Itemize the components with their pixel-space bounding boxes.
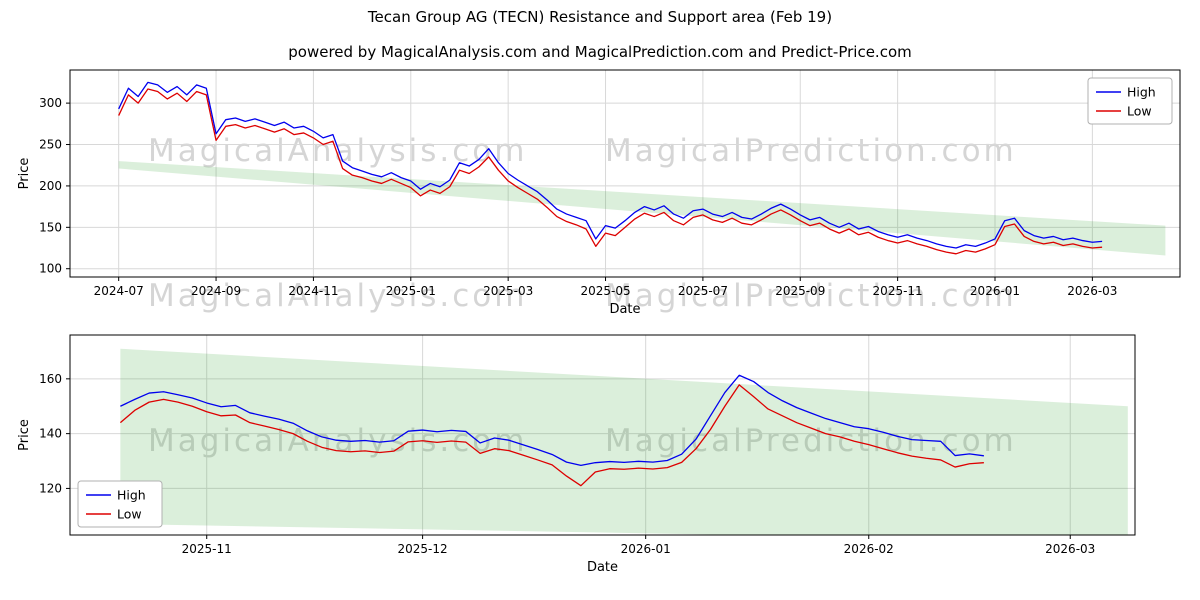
x-tick-label: 2026-03	[1045, 542, 1095, 556]
watermark-magicalanalysis: MagicalAnalysis.com	[148, 278, 528, 314]
y-tick-label: 120	[39, 481, 62, 495]
x-tick-label: 2025-01	[386, 284, 436, 298]
y-tick-label: 160	[39, 372, 62, 386]
figure-title: Tecan Group AG (TECN) Resistance and Sup…	[367, 8, 833, 26]
legend-label-high: High	[1127, 85, 1156, 100]
y-axis-label: Price	[17, 158, 32, 190]
y-axis-label: Price	[17, 419, 32, 451]
x-tick-label: 2025-12	[398, 542, 448, 556]
y-tick-label: 250	[39, 138, 62, 152]
support-resistance-band	[120, 348, 1128, 535]
x-tick-label: 2025-09	[775, 284, 825, 298]
x-tick-label: 2025-05	[580, 284, 630, 298]
x-tick-label: 2024-07	[94, 284, 144, 298]
x-tick-label: 2026-03	[1067, 284, 1117, 298]
plot-border	[69, 334, 1136, 536]
series-line-high	[120, 374, 984, 467]
x-tick-label: 2024-09	[191, 284, 241, 298]
y-tick-label: 140	[39, 427, 62, 441]
series-line-low	[119, 384, 984, 487]
legend-label-low: Low	[1127, 104, 1152, 119]
x-tick-label: 2026-01	[970, 284, 1020, 298]
legend	[1087, 77, 1173, 125]
x-tick-label: 2025-07	[678, 284, 728, 298]
plot-border	[69, 69, 1181, 278]
x-tick-label: 2026-02	[844, 542, 894, 556]
watermark-magicalprediction: MagicalPrediction.com	[605, 423, 1017, 459]
subplot-recent-zoom: 2025-11 2025-12 2026-01 2026-02 2026-03 120 14…	[17, 334, 1136, 575]
y-tick-label: 100	[39, 262, 62, 276]
figure-subtitle: powered by MagicalAnalysis.com and Magic…	[288, 43, 912, 61]
x-axis-label: Date	[587, 560, 618, 575]
y-tick-label: 300	[39, 96, 62, 110]
x-tick-label: 2026-01	[621, 542, 671, 556]
legend	[77, 480, 163, 528]
series-line-low	[118, 88, 1103, 255]
watermark-magicalprediction: MagicalPrediction.com	[605, 278, 1017, 314]
x-tick-label: 2025-11	[873, 284, 923, 298]
watermark-magicalprediction: MagicalPrediction.com	[605, 133, 1017, 169]
watermark-magicalanalysis: MagicalAnalysis.com	[148, 423, 527, 459]
legend-label-low: Low	[117, 507, 142, 522]
x-axis-label: Date	[609, 302, 640, 317]
x-tick-label: 2024-11	[288, 284, 338, 298]
series-line-high	[118, 81, 1103, 249]
legend-label-high: High	[117, 488, 146, 503]
x-tick-label: 2025-03	[483, 284, 533, 298]
y-tick-label: 150	[39, 220, 62, 234]
y-tick-label: 200	[39, 179, 62, 193]
subplot-full-history: 2024-07 2024-09 2024-11 2025-01 2025-03 2025-…	[17, 69, 1181, 317]
x-tick-label: 2025-11	[182, 542, 232, 556]
